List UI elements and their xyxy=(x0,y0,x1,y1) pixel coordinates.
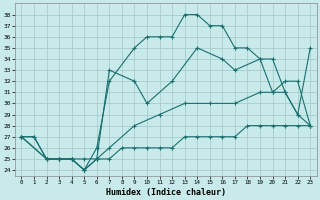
X-axis label: Humidex (Indice chaleur): Humidex (Indice chaleur) xyxy=(106,188,226,197)
